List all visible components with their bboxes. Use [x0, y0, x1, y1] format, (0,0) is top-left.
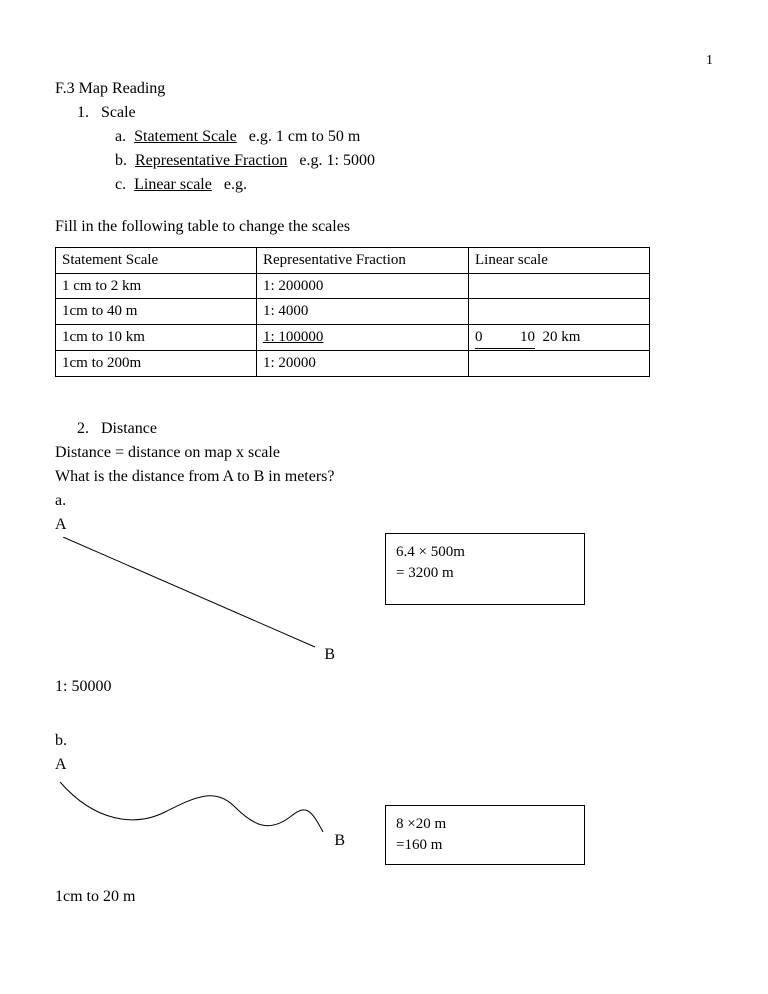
- sub-b-letter: b.: [115, 152, 127, 169]
- cell-r2c2: 1: 4000: [257, 299, 469, 325]
- item-1-num: 1.: [77, 104, 89, 121]
- ls-0: 0: [475, 329, 483, 345]
- figure-a-row: A B 6.4 × 500m = 3200 m: [55, 513, 713, 667]
- ls-10: 10: [520, 329, 535, 345]
- item-1-title: Scale: [101, 104, 136, 121]
- item-2: 2. Distance: [77, 417, 713, 441]
- calc-a-line1: 6.4 × 500m: [396, 542, 574, 563]
- calc-box-b: 8 ×20 m =160 m: [385, 805, 585, 865]
- calc-box-a: 6.4 × 500m = 3200 m: [385, 533, 585, 605]
- cell-r1c2: 1: 200000: [257, 273, 469, 299]
- table-intro: Fill in the following table to change th…: [55, 215, 713, 239]
- cell-r3c2: 1: 100000: [257, 324, 469, 351]
- cell-r1c3: [469, 273, 650, 299]
- sub-b: b. Representative Fraction e.g. 1: 5000: [115, 149, 713, 173]
- cell-r3c1: 1cm to 10 km: [56, 324, 257, 351]
- formula: Distance = distance on map x scale: [55, 441, 713, 465]
- sub-a-label: Statement Scale: [134, 128, 237, 145]
- table-row: 1 cm to 2 km 1: 200000: [56, 273, 650, 299]
- figure-a: A B: [55, 513, 355, 667]
- scale-table: Statement Scale Representative Fraction …: [55, 247, 650, 377]
- heading: F.3 Map Reading: [55, 77, 713, 101]
- calc-a-line2: = 3200 m: [396, 563, 574, 584]
- sub-b-eg: e.g. 1: 5000: [299, 152, 375, 169]
- sub-b-label: Representative Fraction: [135, 152, 287, 169]
- question: What is the distance from A to B in mete…: [55, 465, 713, 489]
- part-b-letter: b.: [55, 729, 713, 753]
- sub-a: a. Statement Scale e.g. 1 cm to 50 m: [115, 125, 713, 149]
- label-a-b: A: [55, 753, 713, 777]
- page-number: 1: [55, 50, 713, 71]
- calc-b-line2: =160 m: [396, 835, 574, 856]
- figure-b: B: [55, 777, 355, 853]
- item-1: 1. Scale: [77, 101, 713, 125]
- calc-b-line1: 8 ×20 m: [396, 814, 574, 835]
- sub-c-label: Linear scale: [134, 176, 212, 193]
- table-row: 1cm to 40 m 1: 4000: [56, 299, 650, 325]
- figure-b-row: B 8 ×20 m =160 m: [55, 777, 713, 865]
- label-b-a: B: [55, 643, 355, 667]
- cell-r4c1: 1cm to 200m: [56, 351, 257, 377]
- sub-c: c. Linear scale e.g.: [115, 173, 713, 197]
- scale-a: 1: 50000: [55, 675, 713, 699]
- label-a-a: A: [55, 513, 355, 537]
- table-row: 1cm to 10 km 1: 100000 0 10 20 km: [56, 324, 650, 351]
- cell-r2c1: 1cm to 40 m: [56, 299, 257, 325]
- item-2-title: Distance: [101, 420, 157, 437]
- cell-r2c3: [469, 299, 650, 325]
- item-2-num: 2.: [77, 420, 89, 437]
- part-a-letter: a.: [55, 489, 713, 513]
- header-rf: Representative Fraction: [257, 248, 469, 274]
- cell-r4c2: 1: 20000: [257, 351, 469, 377]
- label-b-b: B: [55, 829, 355, 853]
- table-row: 1cm to 200m 1: 20000: [56, 351, 650, 377]
- cell-r1c1: 1 cm to 2 km: [56, 273, 257, 299]
- line-ab-a: [55, 537, 345, 657]
- ls-20: 20 km: [543, 329, 581, 345]
- header-statement: Statement Scale: [56, 248, 257, 274]
- sub-c-letter: c.: [115, 176, 126, 193]
- table-header-row: Statement Scale Representative Fraction …: [56, 248, 650, 274]
- cell-r3c3: 0 10 20 km: [469, 324, 650, 351]
- sub-a-eg: e.g. 1 cm to 50 m: [249, 128, 361, 145]
- sub-c-eg: e.g.: [224, 176, 247, 193]
- sub-a-letter: a.: [115, 128, 126, 145]
- cell-r4c3: [469, 351, 650, 377]
- header-linear: Linear scale: [469, 248, 650, 274]
- scale-b: 1cm to 20 m: [55, 885, 713, 909]
